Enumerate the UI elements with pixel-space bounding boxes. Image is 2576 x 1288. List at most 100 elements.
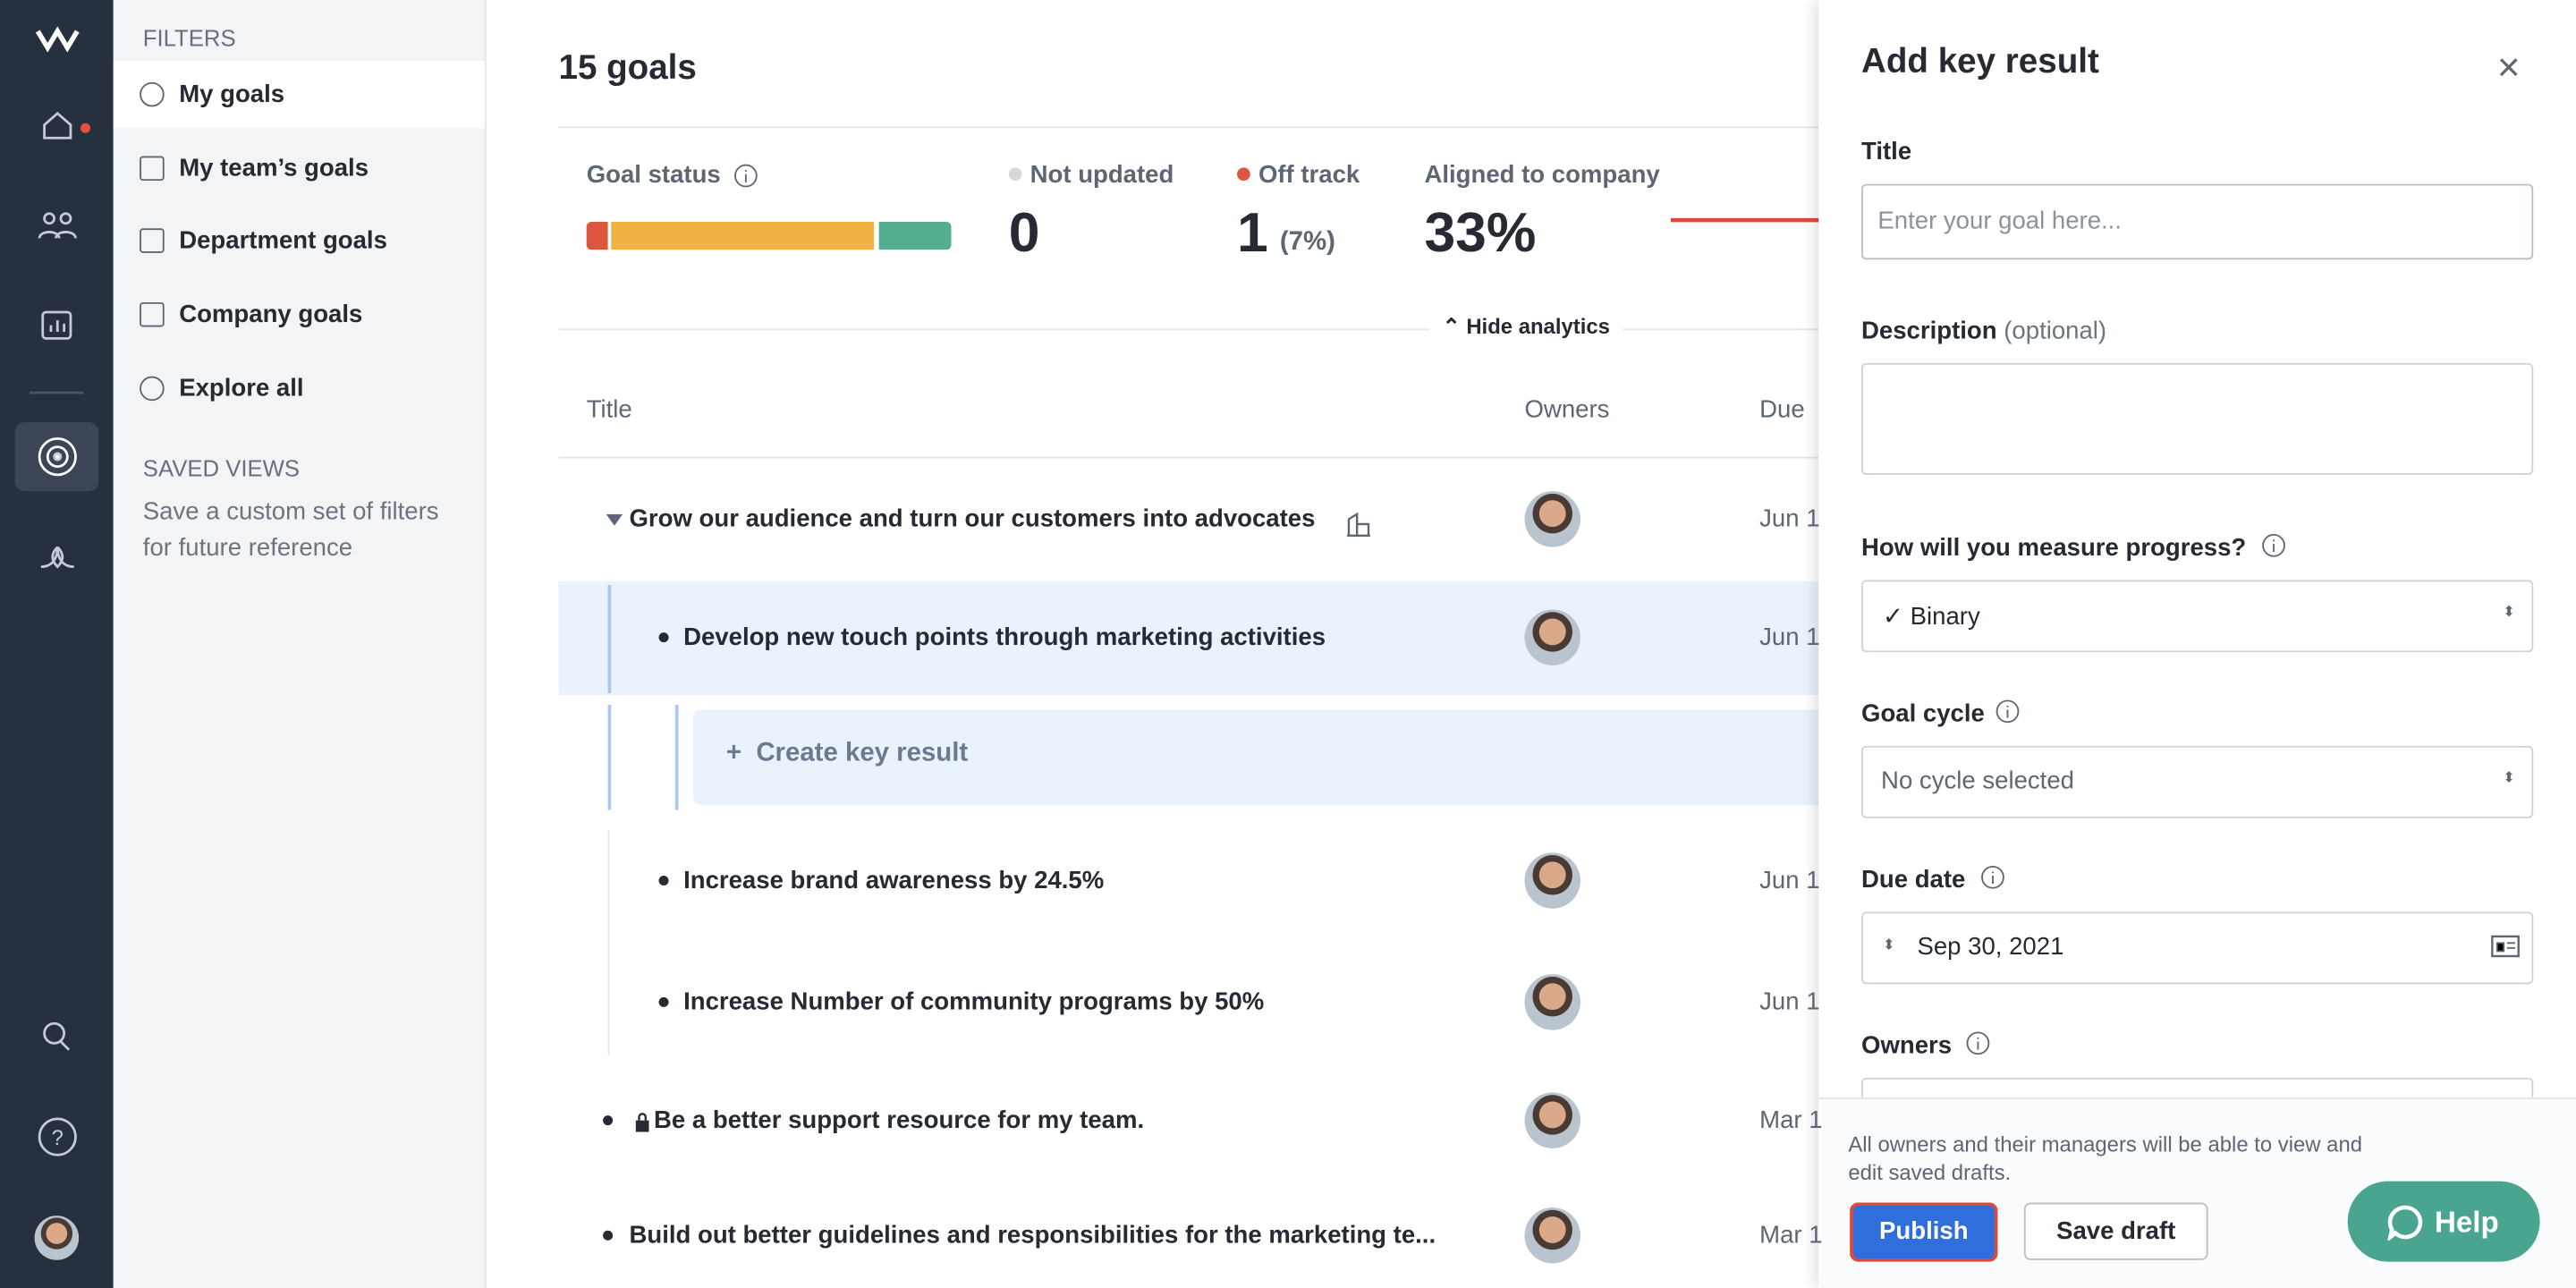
hide-analytics[interactable]: ⌃ Hide analytics — [1428, 313, 1623, 341]
filter-item[interactable]: Explore all — [179, 374, 304, 403]
off-track-value: 1 — [1237, 201, 1268, 265]
bullet — [658, 996, 669, 1007]
shape — [49, 320, 66, 333]
goal-title[interactable]: Increase Number of community programs by… — [683, 987, 1265, 1017]
publish-button[interactable]: Publish — [1850, 1202, 1998, 1262]
measure-select[interactable]: ✓ Binary ⬍ — [1861, 580, 2534, 653]
goal-status-label: Goal status — [586, 161, 721, 190]
shape — [40, 546, 74, 569]
bullet — [658, 632, 669, 643]
owner-avatar — [1524, 852, 1580, 909]
owner-avatar — [1524, 1208, 1580, 1264]
due-value: Sep 30, 2021 — [1917, 933, 2064, 962]
help-text: Help — [2435, 1206, 2499, 1239]
shape — [43, 212, 55, 225]
cycle-select[interactable]: No cycle selected ⬍ — [1861, 745, 2534, 818]
aligned-label: Aligned to company — [1424, 161, 1660, 190]
saved-views-heading: SAVED VIEWS — [142, 454, 301, 482]
due-input[interactable]: ⬍ Sep 30, 2021 — [1861, 911, 2534, 985]
off-track-percent: (7%) — [1279, 228, 1335, 257]
shape — [38, 231, 77, 239]
optional-text: (optional) — [2004, 317, 2107, 345]
filter-item[interactable]: My goals — [179, 80, 285, 109]
info-icon — [1996, 699, 2020, 724]
shape — [734, 164, 758, 188]
company-icon — [1347, 512, 1370, 537]
title-label: Title — [1861, 138, 1912, 166]
cycle-value: No cycle selected — [1881, 767, 2074, 795]
title-input[interactable]: Enter your goal here... — [1861, 183, 2534, 260]
close-button[interactable]: × — [2496, 46, 2521, 91]
shape — [80, 123, 91, 133]
owner-avatar — [1524, 609, 1580, 665]
shape — [638, 1113, 648, 1121]
goal-title[interactable]: Increase brand awareness by 24.5% — [683, 866, 1105, 895]
status-bar-ontrack — [878, 221, 952, 250]
cycle-label: Goal cycle — [1861, 699, 1985, 728]
off-track-label: Off track — [1258, 161, 1360, 190]
create-key-result[interactable]: + Create key result — [693, 709, 1819, 806]
not-updated-value: 0 — [1008, 201, 1040, 265]
calendar-icon[interactable] — [2490, 935, 2520, 958]
chat-icon — [2387, 1205, 2423, 1241]
measure-text: Binary — [1910, 603, 1980, 631]
row-highlight — [558, 581, 1819, 695]
status-bar-offtrack — [586, 221, 608, 250]
shape — [59, 1040, 71, 1051]
shape — [41, 310, 72, 340]
filters-panel: FILTERS SAVED VIEWS Save a custom set of… — [113, 0, 487, 1288]
title-placeholder: Enter your goal here... — [1877, 207, 2122, 235]
goal-title[interactable]: Grow our audience and turn our customers… — [629, 504, 1316, 534]
filter-item[interactable]: Department goals — [179, 226, 387, 255]
not-updated-label: Not updated — [1030, 161, 1174, 190]
nav-bar: ? — [0, 0, 114, 1288]
divider — [558, 126, 1819, 129]
due-date: Jun 1 — [1759, 987, 1820, 1017]
filter-icon — [140, 228, 165, 253]
tree-line — [607, 829, 610, 1055]
shape — [38, 1117, 77, 1157]
description-label: Description (optional) — [1861, 317, 2106, 344]
user-avatar[interactable] — [34, 1216, 80, 1260]
shape — [635, 1120, 649, 1132]
bullet — [603, 1230, 614, 1241]
info-icon — [1966, 1031, 1990, 1055]
goal-title[interactable]: Develop new touch points through marketi… — [683, 623, 1326, 652]
goal-title[interactable]: Build out better guidelines and responsi… — [629, 1221, 1436, 1250]
shape — [38, 437, 77, 477]
footer-note: All owners and their managers will be ab… — [1848, 1131, 2363, 1185]
chevron-up: ⌃ — [1442, 313, 1467, 339]
due-date: Mar 1 — [1759, 1106, 1823, 1135]
shape — [2496, 942, 2516, 953]
description-input[interactable] — [1861, 362, 2534, 475]
tree-line — [607, 584, 612, 694]
bullet — [603, 1115, 614, 1126]
help-button[interactable]: Help — [2347, 1181, 2540, 1262]
spin-arrows: ⬍ — [1882, 936, 1895, 953]
due-date: Jun 1 — [1759, 866, 1820, 895]
shape — [2262, 533, 2285, 557]
due-date: Mar 1 — [1759, 1221, 1823, 1250]
filter-icon — [140, 376, 165, 402]
column-title: Title — [586, 395, 632, 424]
info-icon — [734, 164, 758, 188]
shape — [1981, 865, 2004, 889]
nav-icons: ? — [14, 26, 99, 1157]
caret-down[interactable] — [606, 513, 623, 528]
filter-icon — [140, 156, 165, 182]
save-draft-button[interactable]: Save draft — [2023, 1202, 2208, 1260]
filter-item[interactable]: Company goals — [179, 301, 363, 329]
owners-label: Owners — [1861, 1031, 1953, 1060]
shape — [606, 513, 623, 526]
panel-title: Add key result — [1861, 42, 2099, 81]
create-text: Create key result — [756, 739, 969, 767]
filter-icon — [140, 301, 165, 327]
select-arrows: ⬍ — [2503, 768, 2516, 785]
select-arrows: ⬍ — [2503, 603, 2516, 620]
measure-label: How will you measure progress? — [1861, 533, 2247, 563]
goal-title[interactable]: Be a better support resource for my team… — [654, 1106, 1145, 1135]
filters-heading: FILTERS — [142, 24, 236, 51]
filter-item[interactable]: My team’s goals — [179, 154, 369, 182]
